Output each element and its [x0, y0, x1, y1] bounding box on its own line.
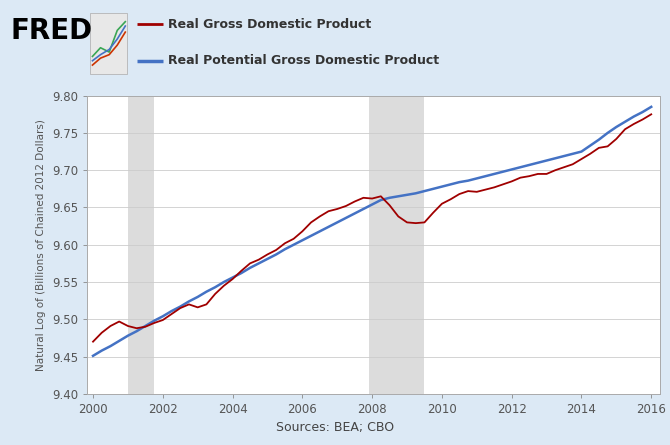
Text: Real Potential Gross Domestic Product: Real Potential Gross Domestic Product	[168, 54, 439, 67]
Text: FRED: FRED	[10, 17, 92, 45]
Text: Real Gross Domestic Product: Real Gross Domestic Product	[168, 18, 371, 31]
Bar	[369, 96, 425, 394]
Bar	[128, 96, 154, 394]
FancyBboxPatch shape	[90, 13, 127, 74]
Y-axis label: Natural Log of (Billions of Chained 2012 Dollars): Natural Log of (Billions of Chained 2012…	[36, 119, 46, 371]
Text: Sources: BEA; CBO: Sources: BEA; CBO	[276, 421, 394, 434]
